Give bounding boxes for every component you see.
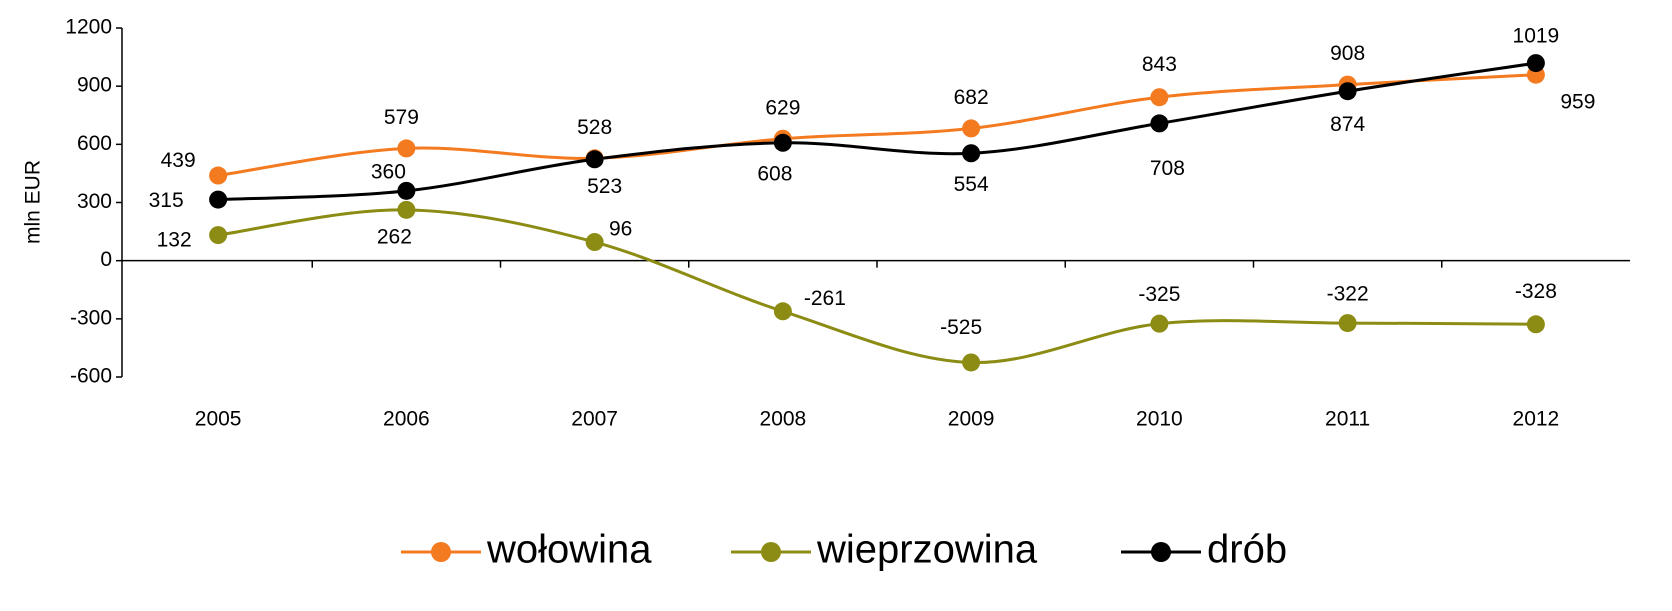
marker bbox=[1150, 314, 1169, 333]
value-label: 439 bbox=[161, 149, 196, 172]
x-tick-label: 2006 bbox=[383, 408, 430, 431]
marker bbox=[397, 181, 416, 200]
value-label: 874 bbox=[1330, 113, 1365, 136]
marker bbox=[1150, 114, 1169, 133]
marker bbox=[585, 150, 604, 169]
y-tick-label: 900 bbox=[77, 74, 112, 97]
legend-label: drób bbox=[1207, 528, 1287, 572]
value-label: 959 bbox=[1560, 90, 1595, 113]
series-line bbox=[217, 208, 1536, 364]
y-tick-label: 1200 bbox=[65, 16, 112, 39]
marker bbox=[585, 233, 604, 252]
value-label: 96 bbox=[609, 218, 632, 241]
value-label: -328 bbox=[1515, 280, 1557, 303]
legend-marker bbox=[431, 542, 451, 562]
marker bbox=[962, 353, 981, 372]
marker bbox=[209, 166, 228, 185]
series-line bbox=[218, 61, 1537, 202]
marker bbox=[773, 302, 792, 321]
marker bbox=[773, 133, 792, 152]
marker bbox=[962, 119, 981, 138]
value-label: 708 bbox=[1150, 157, 1185, 180]
value-label: 360 bbox=[371, 160, 406, 183]
series-line bbox=[217, 73, 1536, 178]
value-label: 682 bbox=[954, 86, 989, 109]
legend-marker bbox=[761, 542, 781, 562]
x-tick-label: 2010 bbox=[1136, 408, 1183, 431]
y-tick-label: -300 bbox=[70, 306, 112, 329]
marker bbox=[962, 144, 981, 163]
y-tick-label: 0 bbox=[100, 248, 112, 271]
y-axis-label: mln EUR bbox=[22, 160, 45, 244]
value-label: 315 bbox=[149, 189, 184, 212]
marker bbox=[1526, 54, 1545, 73]
marker bbox=[1338, 314, 1357, 333]
y-tick-label: 600 bbox=[77, 132, 112, 155]
marker bbox=[1150, 88, 1169, 107]
marker bbox=[397, 139, 416, 158]
value-label: -261 bbox=[804, 287, 846, 310]
value-label: 579 bbox=[384, 106, 419, 129]
x-tick-label: 2012 bbox=[1513, 408, 1560, 431]
x-tick-label: 2007 bbox=[571, 408, 618, 431]
value-label: 1019 bbox=[1513, 25, 1560, 48]
value-label: -325 bbox=[1138, 283, 1180, 306]
value-label: -525 bbox=[940, 316, 982, 339]
value-label: 523 bbox=[587, 175, 622, 198]
marker bbox=[209, 190, 228, 209]
x-tick-label: 2011 bbox=[1325, 408, 1370, 431]
value-label: 608 bbox=[757, 162, 792, 185]
value-label: 528 bbox=[577, 116, 612, 139]
legend-label: wołowina bbox=[486, 528, 652, 572]
x-tick-label: 2009 bbox=[948, 408, 995, 431]
marker bbox=[1526, 315, 1545, 334]
value-label: 262 bbox=[377, 225, 412, 248]
value-label: 843 bbox=[1142, 53, 1177, 76]
marker bbox=[397, 200, 416, 219]
marker bbox=[1338, 82, 1357, 101]
x-tick-label: 2005 bbox=[195, 408, 242, 431]
legend-label: wieprzowina bbox=[816, 528, 1038, 572]
value-label: 908 bbox=[1330, 42, 1365, 65]
value-label: 629 bbox=[765, 96, 800, 119]
value-label: 132 bbox=[157, 229, 192, 252]
value-label: -322 bbox=[1327, 283, 1369, 306]
y-tick-label: 300 bbox=[77, 190, 112, 213]
y-tick-label: -600 bbox=[70, 365, 112, 388]
value-label: 554 bbox=[954, 173, 989, 196]
marker bbox=[209, 226, 228, 245]
x-tick-label: 2008 bbox=[760, 408, 807, 431]
legend-marker bbox=[1151, 542, 1171, 562]
